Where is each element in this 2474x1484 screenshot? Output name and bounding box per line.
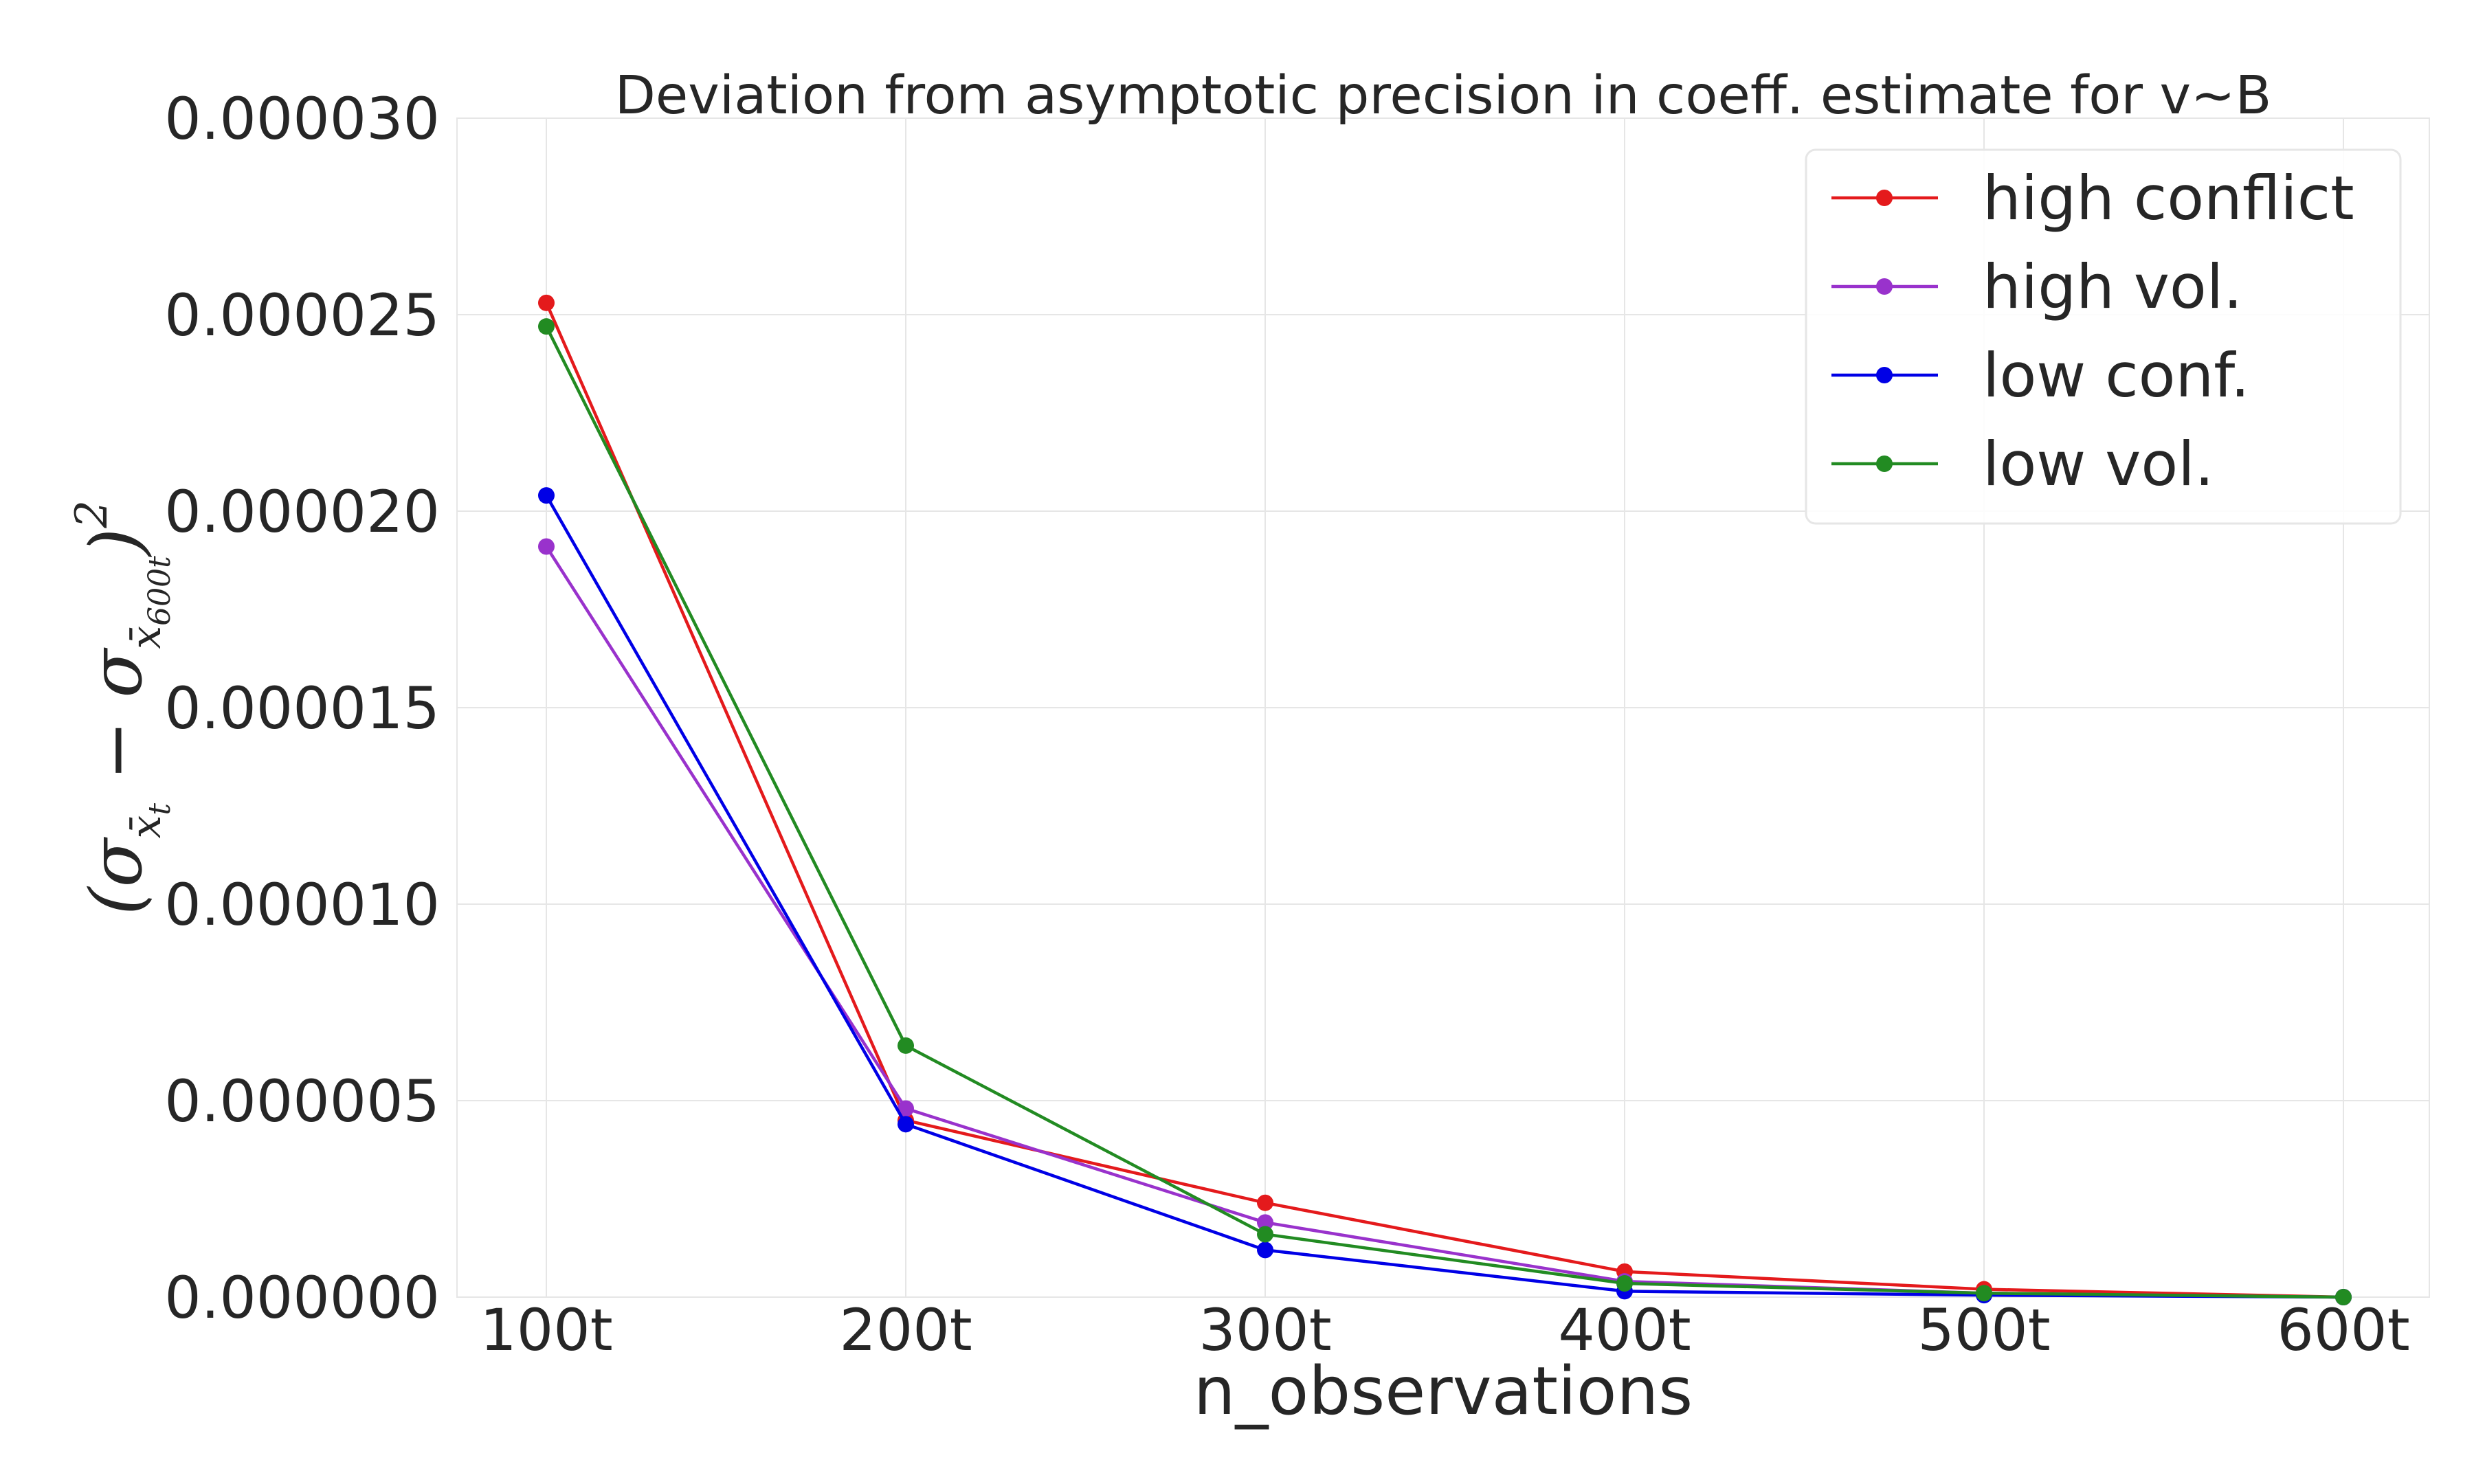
series-low-vol [538,318,2352,1305]
legend-label: low vol. [1983,429,2214,499]
legend-box [1805,148,2402,525]
y-tick-label: 0.000020 [164,478,440,546]
y-tick-label: 0.000025 [164,282,440,349]
chart-title: Deviation from asymptotic precision in c… [615,65,2272,126]
data-point [1616,1274,1633,1292]
data-point [1257,1241,1273,1259]
series-line [545,495,2344,1299]
legend-swatch-marker [1876,278,1893,295]
x-tick-label: 200t [839,1296,972,1364]
series-line [544,326,2344,1299]
legend-entry: high vol. [1831,251,2242,322]
data-point [1257,1226,1273,1243]
legend: high conflict high vol. low conf. low vol. [1805,148,2402,525]
data-point [898,1116,914,1133]
y-tick-label: 0.000030 [164,85,440,153]
data-point [538,294,555,311]
legend-swatch-marker [1876,456,1893,472]
legend-label: high vol. [1983,251,2242,322]
y-tick-label: 0.000000 [164,1264,440,1331]
legend-swatch-marker [1876,190,1893,206]
legend-entry: low conf. [1831,340,2250,411]
legend-label: high conflict [1983,163,2354,234]
series-line [544,302,2344,1299]
x-tick-labels: 100t 200t 300t 400t 500t 600t [480,1296,2409,1364]
data-point [538,318,555,335]
data-point [1257,1194,1273,1211]
y-tick-label: 0.000015 [164,675,440,742]
svg-text:(σx̄t − σx̄600t)2: (σx̄t − σx̄600t)2 [67,500,177,915]
x-axis-label: n_observations [1194,1353,1693,1430]
data-point [898,1100,914,1117]
y-tick-label: 0.000005 [164,1068,440,1135]
y-axis-label: (σx̄t − σx̄600t)2 [67,500,177,915]
y-tick-labels: 0.000000 0.000005 0.000010 0.000015 0.000020… [164,85,440,1331]
x-tick-label: 500t [1917,1296,2050,1364]
data-point [538,538,555,555]
data-point [1257,1214,1273,1231]
x-tick-label: 600t [2277,1296,2409,1364]
series-lines [538,294,2352,1305]
data-point [1976,1285,1992,1302]
legend-entry: low vol. [1831,429,2214,499]
legend-entry: high conflict [1831,163,2354,234]
legend-label: low conf. [1983,340,2250,411]
y-tick-label: 0.000010 [164,871,440,938]
data-point [898,1037,914,1054]
data-point [538,487,555,504]
legend-swatch-marker [1876,367,1893,383]
x-tick-label: 400t [1558,1296,1691,1364]
data-point [2335,1289,2352,1305]
x-tick-label: 300t [1199,1296,1331,1364]
x-tick-label: 100t [480,1296,612,1364]
